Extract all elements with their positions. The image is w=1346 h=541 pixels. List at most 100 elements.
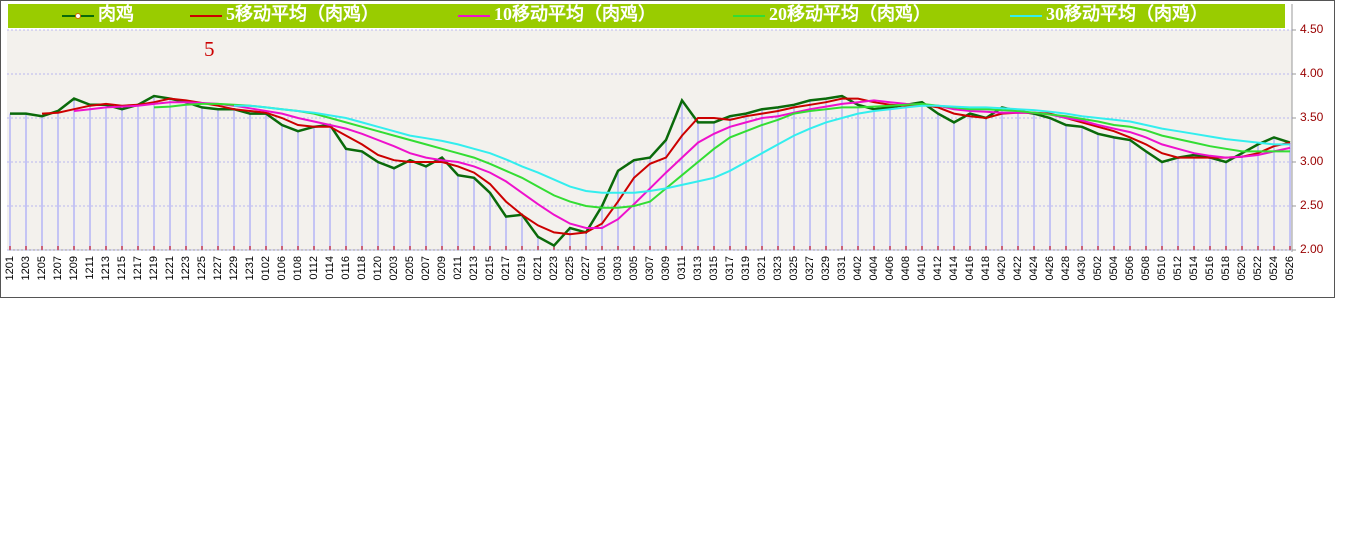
x-tick-label: 0221 xyxy=(532,256,544,280)
y-tick-label: 2.50 xyxy=(1300,198,1324,212)
x-tick-label: 0422 xyxy=(1012,256,1024,280)
series-line xyxy=(153,102,1290,209)
x-tick-label: 0406 xyxy=(884,256,896,280)
x-tick-label: 1207 xyxy=(52,256,64,280)
x-tick-label: 0209 xyxy=(436,256,448,280)
y-tick-label: 2.00 xyxy=(1300,242,1324,256)
x-tick-label: 1223 xyxy=(180,256,192,280)
x-tick-label: 0329 xyxy=(820,256,832,280)
x-tick-label: 0317 xyxy=(724,256,736,280)
x-tick-label: 0227 xyxy=(580,256,592,280)
x-tick-label: 0508 xyxy=(1140,256,1152,280)
x-tick-label: 0323 xyxy=(772,256,784,280)
x-tick-label: 0108 xyxy=(292,256,304,280)
x-tick-label: 1209 xyxy=(68,256,80,280)
x-tick-label: 1227 xyxy=(212,256,224,280)
legend-label: 30移动平均（肉鸡） xyxy=(1046,3,1208,24)
x-tick-label: 1205 xyxy=(36,256,48,280)
x-tick-label: 0307 xyxy=(644,256,656,280)
x-tick-label: 0116 xyxy=(340,256,352,280)
x-tick-label: 0522 xyxy=(1252,256,1264,280)
legend-label: 5移动平均（肉鸡） xyxy=(226,3,379,24)
series-line xyxy=(234,104,1290,194)
x-tick-label: 0305 xyxy=(628,256,640,280)
x-tick-label: 1231 xyxy=(244,256,256,280)
x-tick-label: 0303 xyxy=(612,256,624,280)
x-tick-label: 0526 xyxy=(1284,256,1296,280)
x-tick-label: 0430 xyxy=(1076,256,1088,280)
x-tick-label: 0213 xyxy=(468,256,480,280)
x-tick-label: 1203 xyxy=(20,256,32,280)
legend-label: 20移动平均（肉鸡） xyxy=(769,3,931,24)
x-tick-label: 0524 xyxy=(1268,256,1280,280)
legend-label: 肉鸡 xyxy=(98,3,134,24)
x-tick-label: 1213 xyxy=(100,256,112,280)
x-tick-label: 1211 xyxy=(84,256,96,280)
legend-label: 10移动平均（肉鸡） xyxy=(494,3,656,24)
x-tick-label: 0412 xyxy=(932,256,944,280)
series-line xyxy=(41,97,1291,236)
y-tick-label: 3.50 xyxy=(1300,110,1324,124)
x-tick-label: 0315 xyxy=(708,256,720,280)
x-tick-label: 0102 xyxy=(260,256,272,280)
x-tick-label: 0114 xyxy=(324,256,336,280)
x-tick-label: 0516 xyxy=(1204,256,1216,280)
x-tick-label: 0223 xyxy=(548,256,560,280)
x-tick-label: 0215 xyxy=(484,256,496,280)
x-tick-label: 1225 xyxy=(196,256,208,280)
x-tick-label: 0211 xyxy=(452,256,464,280)
x-tick-label: 0420 xyxy=(996,256,1008,280)
x-tick-label: 0518 xyxy=(1220,256,1232,280)
x-tick-label: 0428 xyxy=(1060,256,1072,280)
x-tick-label: 0319 xyxy=(740,256,752,280)
x-tick-label: 0301 xyxy=(596,256,608,280)
x-tick-label: 0313 xyxy=(692,256,704,280)
legend-marker xyxy=(75,13,81,19)
x-tick-label: 0410 xyxy=(916,256,928,280)
x-tick-label: 0426 xyxy=(1044,256,1056,280)
annotation: 5 xyxy=(204,37,215,61)
x-tick-label: 0321 xyxy=(756,256,768,280)
x-tick-label: 0416 xyxy=(964,256,976,280)
x-tick-label: 1217 xyxy=(132,256,144,280)
series-line xyxy=(73,99,1291,229)
x-tick-label: 0418 xyxy=(980,256,992,280)
x-tick-label: 0414 xyxy=(948,256,960,280)
x-tick-label: 0327 xyxy=(804,256,816,280)
x-tick-label: 1215 xyxy=(116,256,128,280)
y-tick-label: 4.00 xyxy=(1300,66,1324,80)
x-tick-label: 0118 xyxy=(356,256,368,280)
x-tick-label: 0514 xyxy=(1188,256,1200,280)
x-tick-label: 0203 xyxy=(388,256,400,280)
x-tick-label: 0510 xyxy=(1156,256,1168,280)
x-tick-label: 0225 xyxy=(564,256,576,280)
y-tick-label: 3.00 xyxy=(1300,154,1324,168)
x-tick-label: 0506 xyxy=(1124,256,1136,280)
x-tick-label: 0512 xyxy=(1172,256,1184,280)
x-tick-label: 1229 xyxy=(228,256,240,280)
x-tick-label: 0309 xyxy=(660,256,672,280)
x-tick-label: 0331 xyxy=(836,256,848,280)
x-tick-label: 0219 xyxy=(516,256,528,280)
x-tick-label: 0106 xyxy=(276,256,288,280)
x-tick-label: 0504 xyxy=(1108,256,1120,280)
x-tick-label: 0205 xyxy=(404,256,416,280)
x-tick-label: 0402 xyxy=(852,256,864,280)
x-tick-label: 1219 xyxy=(148,256,160,280)
x-tick-label: 1221 xyxy=(164,256,176,280)
x-tick-label: 1201 xyxy=(4,256,16,280)
x-tick-label: 0217 xyxy=(500,256,512,280)
x-tick-label: 0404 xyxy=(868,256,880,280)
x-tick-label: 0408 xyxy=(900,256,912,280)
x-tick-label: 0424 xyxy=(1028,256,1040,280)
x-tick-label: 0520 xyxy=(1236,256,1248,280)
y-tick-label: 4.50 xyxy=(1300,22,1324,36)
x-tick-label: 0325 xyxy=(788,256,800,280)
x-tick-label: 0502 xyxy=(1092,256,1104,280)
x-tick-label: 0311 xyxy=(676,256,688,280)
x-tick-label: 0112 xyxy=(308,256,320,280)
x-tick-label: 0120 xyxy=(372,256,384,280)
x-tick-label: 0207 xyxy=(420,256,432,280)
series-line xyxy=(10,94,1291,248)
